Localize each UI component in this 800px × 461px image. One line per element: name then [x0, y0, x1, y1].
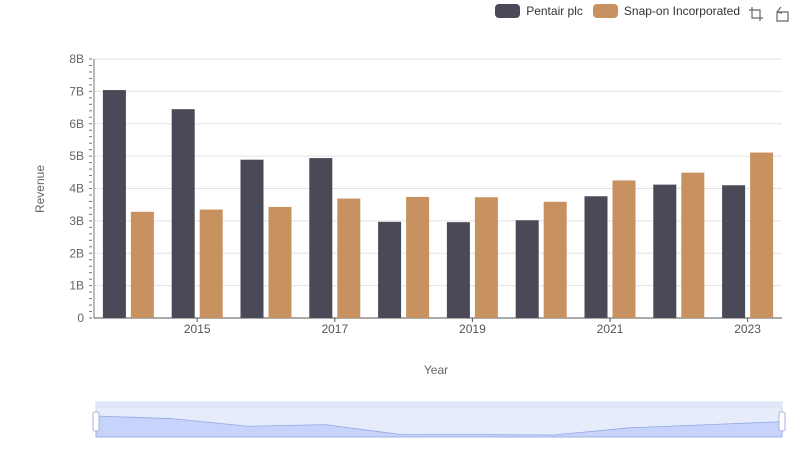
y-tick-label: 7B	[69, 84, 84, 98]
bar-snapon[interactable]	[543, 201, 567, 318]
bar-pentair[interactable]	[446, 222, 470, 318]
x-axis-title: Year	[424, 363, 448, 377]
x-tick-label: 2021	[597, 322, 624, 336]
x-tick-label: 2015	[184, 322, 211, 336]
x-tick-label: 2017	[321, 322, 348, 336]
bar-snapon[interactable]	[474, 197, 498, 318]
chart-toolbox	[748, 6, 790, 22]
legend-item-snapon[interactable]: Snap-on Incorporated	[592, 4, 740, 18]
zoom-preview-area	[95, 415, 783, 438]
x-axis: 2015 2017 2019 2021 2023	[94, 317, 782, 336]
bar-snapon[interactable]	[681, 172, 705, 318]
data-zoom-slider[interactable]	[92, 401, 786, 438]
y-axis-title: Revenue	[33, 165, 47, 213]
x-tick-label: 2023	[734, 322, 761, 336]
bar-snapon[interactable]	[750, 152, 774, 318]
legend: Pentair plc Snap-on Incorporated	[495, 4, 740, 18]
bar-snapon[interactable]	[268, 206, 292, 318]
zoom-handle-left[interactable]	[92, 411, 100, 432]
bar-pentair[interactable]	[171, 109, 195, 319]
grid-lines	[94, 58, 782, 319]
bar-snapon[interactable]	[612, 180, 636, 318]
legend-swatch-snapon	[592, 4, 618, 18]
bars	[102, 90, 774, 319]
y-tick-label: 4B	[69, 182, 84, 196]
x-tick-label: 2019	[459, 322, 486, 336]
bar-snapon[interactable]	[130, 211, 154, 318]
bar-snapon[interactable]	[199, 209, 223, 318]
bar-pentair[interactable]	[722, 185, 746, 318]
legend-swatch-pentair	[495, 4, 521, 18]
zoom-drag-bar[interactable]	[96, 402, 782, 408]
legend-label-pentair: Pentair plc	[526, 4, 583, 18]
y-tick-label: 0	[77, 311, 84, 325]
y-tick-label: 8B	[69, 52, 84, 66]
bar-pentair[interactable]	[378, 221, 402, 318]
bar-pentair[interactable]	[309, 158, 333, 318]
y-tick-label: 3B	[69, 214, 84, 228]
bar-pentair[interactable]	[584, 196, 608, 318]
legend-label-snapon: Snap-on Incorporated	[623, 4, 740, 18]
y-tick-label: 2B	[69, 246, 84, 260]
bar-pentair[interactable]	[653, 184, 677, 318]
y-tick-label: 5B	[69, 149, 84, 163]
y-tick-label: 1B	[69, 279, 84, 293]
bar-snapon[interactable]	[406, 196, 430, 318]
restore-icon[interactable]	[774, 6, 790, 22]
y-tick-label: 6B	[69, 117, 84, 131]
bar-snapon[interactable]	[337, 198, 361, 318]
bar-pentair[interactable]	[515, 220, 539, 318]
zoom-handle-right[interactable]	[778, 411, 786, 432]
legend-item-pentair[interactable]: Pentair plc	[495, 4, 583, 18]
zoom-icon[interactable]	[748, 6, 764, 22]
zoom-window[interactable]	[96, 408, 782, 437]
bar-pentair[interactable]	[102, 90, 126, 318]
y-axis: 0 1B 2B 3B 4B 5B 6B 7B 8B	[69, 52, 95, 325]
bar-pentair[interactable]	[240, 159, 264, 318]
